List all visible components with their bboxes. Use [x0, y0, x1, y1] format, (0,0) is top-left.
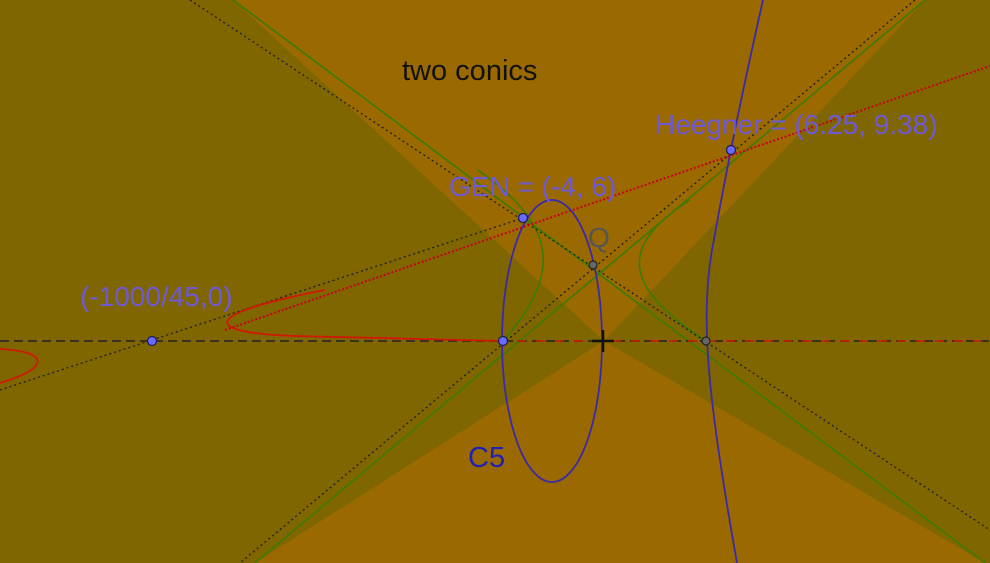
secant-line	[224, 65, 990, 331]
dotted-line-2	[239, 0, 916, 563]
label-q: Q	[588, 222, 610, 253]
point-gen[interactable]	[517, 212, 529, 224]
point-q[interactable]	[588, 260, 598, 270]
label-neg1000: (-1000/45,0)	[80, 281, 233, 312]
diagram-title: two conics	[402, 55, 537, 87]
asymptote-line-2	[254, 0, 926, 563]
point-heegner[interactable]	[725, 144, 737, 156]
asymptote-line-1	[232, 0, 986, 563]
region-right	[604, 0, 990, 563]
region-left	[0, 0, 604, 563]
cubic-curve-middle	[226, 289, 504, 342]
hyperbola-right-branch	[638, 199, 707, 342]
point-neg1000[interactable]	[146, 335, 158, 347]
label-heegner: Heegner = (6.25, 9.38)	[655, 109, 938, 140]
label-c5: C5	[468, 442, 505, 474]
label-gen: GEN = (-4, 6)	[449, 171, 616, 202]
point-axis-right[interactable]	[701, 336, 711, 346]
hyperbola-left-branch	[477, 169, 544, 342]
point-axis-left[interactable]	[497, 335, 509, 347]
blue-curve-right	[705, 0, 764, 563]
cubic-curve-left	[0, 348, 39, 384]
